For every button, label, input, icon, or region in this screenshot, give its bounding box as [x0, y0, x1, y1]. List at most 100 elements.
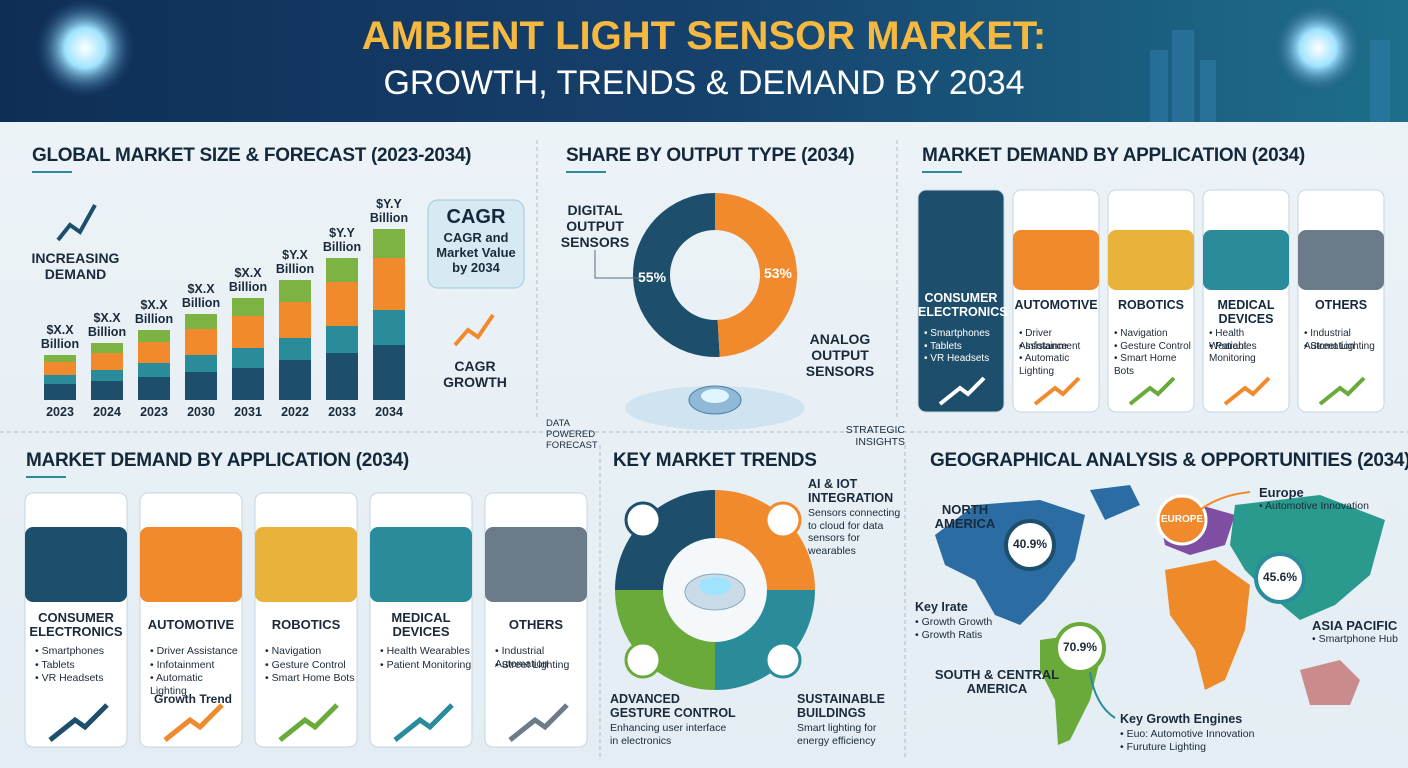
- card-title: AUTOMOTIVE: [1014, 298, 1098, 312]
- x-tick-label: 2024: [93, 405, 121, 419]
- growth-arrow: [938, 376, 986, 406]
- growth-arrow: [48, 703, 109, 742]
- region-note: Automotive Innovation: [1259, 500, 1369, 513]
- x-tick-label: 2023: [46, 405, 74, 419]
- bar-label: $X.X Billion: [228, 266, 268, 294]
- card-item: Infotainment: [150, 659, 242, 672]
- caption: DATA POWERED FORECAST: [546, 418, 598, 451]
- bar-segment: [279, 360, 311, 400]
- caption: STRATEGIC INSIGHTS: [845, 424, 905, 448]
- bar-segment: [232, 316, 264, 348]
- bar-segment: [232, 368, 264, 400]
- growth-arrow: [508, 703, 569, 742]
- x-tick-label: 2031: [234, 405, 262, 419]
- region-share: 45.6%: [1262, 570, 1298, 584]
- bar-label: $X.X Billion: [87, 311, 127, 339]
- bar-segment: [279, 302, 311, 338]
- bar-segment: [373, 258, 405, 310]
- bar-segment: [44, 362, 76, 375]
- region-name: ASIA PACIFIC: [1312, 618, 1398, 633]
- bar-segment: [185, 329, 217, 355]
- growth-arrow: [1318, 376, 1366, 406]
- bar-segment: [326, 258, 358, 282]
- bar-segment: [185, 355, 217, 372]
- value-label: 55%: [638, 268, 667, 285]
- sensor-glow: [35, 0, 135, 98]
- bar-segment: [326, 282, 358, 326]
- leader: [594, 250, 640, 279]
- trend-text: Sensors connecting to cloud for data sen…: [808, 507, 901, 557]
- region-name: Europe: [1259, 485, 1304, 500]
- bar-segment: [44, 375, 76, 384]
- bar-label: $X.X Billion: [40, 323, 80, 351]
- bar-segment: [279, 280, 311, 302]
- world-map: [935, 485, 1385, 745]
- card-title: ROBOTICS: [1118, 298, 1184, 312]
- trend-icon: [56, 204, 495, 347]
- card-image: [1108, 230, 1194, 290]
- city-skyline: [1150, 30, 1390, 122]
- bar-segment: [373, 345, 405, 400]
- card-item: VR Headsets: [35, 672, 127, 685]
- card-item: Patient Monitoring: [1209, 341, 1287, 366]
- growth-arrow: [1033, 376, 1081, 406]
- growth-arrow: [1223, 376, 1271, 406]
- card-item: Street Lighting: [1304, 341, 1382, 354]
- card-title: CONSUMER ELECTRONICS: [918, 291, 1008, 319]
- bar-segment: [232, 348, 264, 368]
- card-item: Gesture Control: [265, 659, 357, 672]
- card-item: Automatic Lighting: [1019, 353, 1097, 378]
- segment-name: ANALOG OUTPUT SENSORS: [805, 331, 875, 379]
- trend-title: AI & IOT INTEGRATION: [808, 477, 894, 505]
- card-title: MEDICAL DEVICES: [391, 610, 451, 639]
- region-name: NORTH AMERICA: [934, 502, 996, 531]
- section-title: GEOGRAPHICAL ANALYSIS & OPPORTUNITIES (2…: [930, 450, 1408, 471]
- trend-text: Enhancing user interface in electronics: [610, 722, 727, 747]
- card-item: Tablets: [35, 659, 127, 672]
- card-item: Patient Monitoring: [380, 659, 472, 672]
- card-item: Driver Assistance: [150, 645, 242, 658]
- subtitle: GROWTH, TRENDS & DEMAND BY 2034: [383, 64, 1025, 102]
- cagr-title: CAGR: [446, 206, 506, 228]
- bar-segment: [279, 338, 311, 360]
- card-image: [1203, 230, 1289, 290]
- note: INCREASING DEMAND: [31, 250, 120, 282]
- donut-segment: [715, 193, 797, 357]
- card-title: AUTOMOTIVE: [147, 617, 235, 632]
- bar-label: $Y.Y Billion: [369, 197, 409, 225]
- x-tick-label: 2034: [375, 405, 403, 419]
- growth-arrow: [278, 703, 339, 742]
- card-item: Tablets: [924, 341, 1002, 354]
- bar-segment: [232, 298, 264, 316]
- bar-segment: [138, 330, 170, 342]
- card-item: Health Wearables: [380, 645, 472, 658]
- bar-label: $Y.Y Billion: [322, 226, 362, 254]
- card-image: [25, 527, 127, 602]
- card-image: [1298, 230, 1384, 290]
- key-title: Key Irate: [915, 600, 968, 614]
- key-item: Growth Growth: [915, 616, 993, 629]
- card-image: [140, 527, 242, 602]
- growth-arrow: [163, 703, 224, 742]
- center-device: [625, 385, 805, 430]
- bar-segment: [326, 326, 358, 353]
- card-image: [255, 527, 357, 602]
- cagr-text: CAGR and Market Value by 2034: [436, 230, 516, 275]
- card-title: ROBOTICS: [271, 617, 341, 632]
- bar-segment: [138, 363, 170, 377]
- card-image: [485, 527, 587, 602]
- x-tick-label: 2030: [187, 405, 215, 419]
- bar-label: $X.X Billion: [134, 298, 174, 326]
- pin-label: EUROPE: [1160, 514, 1204, 525]
- card-item: Navigation: [1114, 328, 1192, 341]
- bar-segment: [185, 372, 217, 400]
- card-image: [370, 527, 472, 602]
- sensor-glow: [1272, 2, 1364, 94]
- region-note: Smartphone Hub: [1312, 633, 1398, 646]
- card-item: Gesture Control: [1114, 341, 1192, 354]
- card-item: Smart Home Bots: [265, 672, 357, 685]
- card-title: CONSUMER ELECTRONICS: [29, 610, 123, 639]
- card-item: Street Lighting: [495, 659, 587, 672]
- trend-title: ADVANCED GESTURE CONTROL: [610, 692, 736, 720]
- bar-label: $Y.X Billion: [275, 248, 315, 276]
